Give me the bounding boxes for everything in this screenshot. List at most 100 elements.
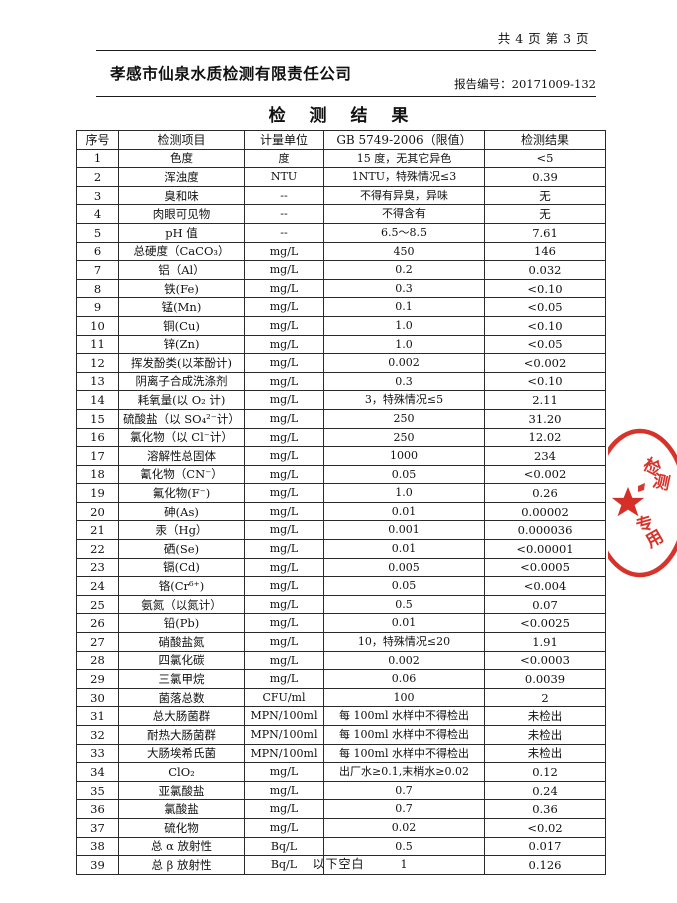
cell-limit: 1.0: [323, 315, 485, 336]
cell-unit: 度: [244, 148, 324, 169]
cell-result: 0.24: [484, 780, 606, 801]
cell-limit: 0.01: [323, 501, 485, 522]
table-row: 7 铝（Al） mg/L 0.2 0.032: [76, 260, 606, 280]
cell-unit: --: [244, 222, 324, 243]
cell-item: 氰化物（CN⁻）: [118, 464, 245, 485]
table-body: 1 色度度 15 度，无其它异色 <5 2 浑浊度 NTU 1NTU，特殊情况≤3 0.39 3 臭…: [76, 148, 606, 875]
cell-unit: MPN/100ml: [244, 706, 324, 726]
cell-result: 12.02: [484, 427, 606, 448]
cell-limit: 15 度，无其它异色: [323, 148, 485, 169]
blank-below-note: 以下空白: [312, 857, 365, 871]
company-name: 孝感市仙泉水质检测有限责任公司: [110, 65, 352, 83]
cell-result: <0.10: [484, 315, 606, 336]
cell-unit: mg/L: [244, 557, 324, 578]
cell-unit: mg/L: [244, 817, 324, 838]
cell-result: <5: [484, 148, 606, 169]
table-row: 13 阴离子合成洗涤剂 mg/L 0.3 <0.10: [76, 371, 606, 392]
table-row: 23 镉(Cd) mg/L 0.005 <0.0005: [76, 557, 606, 578]
cell-limit: 0.1: [323, 297, 485, 317]
cell-unit: Bq/L: [244, 836, 324, 857]
cell-item: 菌落总数: [118, 687, 245, 708]
cell-unit: mg/L: [244, 501, 324, 522]
svg-text:用: 用: [643, 527, 668, 553]
cell-unit: mg/L: [244, 427, 324, 448]
cell-item: 铝（Al）: [118, 260, 245, 280]
table-row: 38 总 α 放射性 Bq/L 0.5 0.017: [76, 836, 606, 857]
cell-unit: mg/L: [244, 390, 324, 410]
table-row: 33 大肠埃希氏菌 MPN/100ml 每 100ml 水样中不得检出 未检出: [76, 743, 606, 764]
column-header-item: 检测项目: [118, 130, 245, 150]
cell-result: <0.002: [484, 353, 606, 373]
cell-limit: 3，特殊情况≤5: [323, 390, 485, 410]
cell-item: 锰(Mn): [118, 297, 245, 317]
cell-no: 33: [76, 743, 119, 764]
cell-no: 23: [76, 557, 119, 578]
svg-text:测: 测: [651, 470, 672, 494]
cell-no: 21: [76, 520, 119, 541]
cell-item: 氯酸盐: [118, 799, 245, 819]
table-row: 18 氰化物（CN⁻） mg/L 0.05 <0.002: [76, 464, 606, 485]
table-row: 35 亚氯酸盐 mg/L 0.7 0.24: [76, 780, 606, 801]
cell-limit: 1: [323, 855, 485, 875]
cell-result: <0.0025: [484, 613, 606, 634]
cell-item: 四氯化碳: [118, 650, 245, 671]
cell-unit: mg/L: [244, 297, 324, 317]
svg-text:检: 检: [640, 454, 665, 481]
cell-unit: mg/L: [244, 408, 324, 429]
cell-item: 锌(Zn): [118, 334, 245, 355]
table-row: 12 挥发酚类(以苯酚计) mg/L 0.002 <0.002: [76, 353, 606, 373]
cell-limit: 0.001: [323, 520, 485, 541]
cell-item: ClO₂: [118, 762, 245, 782]
cell-limit: 每 100ml 水样中不得检出: [323, 725, 485, 745]
cell-no: 13: [76, 371, 119, 392]
cell-result: 未检出: [484, 743, 606, 764]
cell-unit: MPN/100ml: [244, 725, 324, 745]
cell-item: 浑浊度: [118, 167, 245, 187]
cell-item: 铜(Cu): [118, 315, 245, 336]
cell-result: <0.00001: [484, 539, 606, 559]
table-row: 26 铅(Pb) mg/L 0.01 <0.0025: [76, 613, 606, 634]
cell-unit: mg/L: [244, 315, 324, 336]
cell-result: 0.0039: [484, 669, 606, 689]
cell-item: 总 α 放射性: [118, 836, 245, 857]
cell-limit: 0.3: [323, 371, 485, 392]
cell-result: 未检出: [484, 706, 606, 726]
cell-no: 27: [76, 632, 119, 652]
cell-result: <0.10: [484, 371, 606, 392]
cell-unit: --: [244, 204, 324, 224]
test-results-table: 序号 检测项目 计量单位 GB 5749-2006（限值） 检测结果 1 色度度 1…: [76, 130, 606, 875]
cell-unit: mg/L: [244, 520, 324, 541]
cell-unit: NTU: [244, 167, 324, 187]
cell-unit: Bq/L: [244, 855, 324, 875]
cell-no: 9: [76, 297, 119, 317]
cell-unit: mg/L: [244, 260, 324, 280]
cell-no: 17: [76, 446, 119, 466]
cell-no: 16: [76, 427, 119, 448]
cell-result: 0.000036: [484, 520, 606, 541]
cell-limit: 250: [323, 427, 485, 448]
table-row: 21 汞（Hg） mg/L 0.001 0.000036: [76, 520, 606, 541]
table-row: 2 浑浊度 NTU 1NTU，特殊情况≤3 0.39: [76, 167, 606, 187]
cell-result: 7.61: [484, 222, 606, 243]
cell-item: 臭和味: [118, 185, 245, 206]
cell-item: 亚氯酸盐: [118, 780, 245, 801]
cell-unit: mg/L: [244, 464, 324, 485]
cell-item: 氟化物(F⁻): [118, 483, 245, 503]
cell-item: 汞（Hg）: [118, 520, 245, 541]
cell-result: 146: [484, 241, 606, 262]
table-row: 34 ClO₂ mg/L 出厂水≥0.1,末梢水≥0.02 0.12: [76, 762, 606, 782]
cell-result: <0.02: [484, 817, 606, 838]
cell-result: <0.004: [484, 576, 606, 596]
cell-unit: mg/L: [244, 613, 324, 634]
table-row: 27 硝酸盐氮 mg/L 10，特殊情况≤20 1.91: [76, 632, 606, 652]
cell-limit: 0.5: [323, 836, 485, 857]
cell-limit: 每 100ml 水样中不得检出: [323, 706, 485, 726]
cell-limit: 100: [323, 687, 485, 708]
cell-result: 0.07: [484, 594, 606, 615]
cell-unit: mg/L: [244, 353, 324, 373]
cell-result: 0.39: [484, 167, 606, 187]
cell-result: 未检出: [484, 725, 606, 745]
cell-no: 14: [76, 390, 119, 410]
cell-item: 阴离子合成洗涤剂: [118, 371, 245, 392]
svg-text:专: 专: [634, 512, 656, 537]
